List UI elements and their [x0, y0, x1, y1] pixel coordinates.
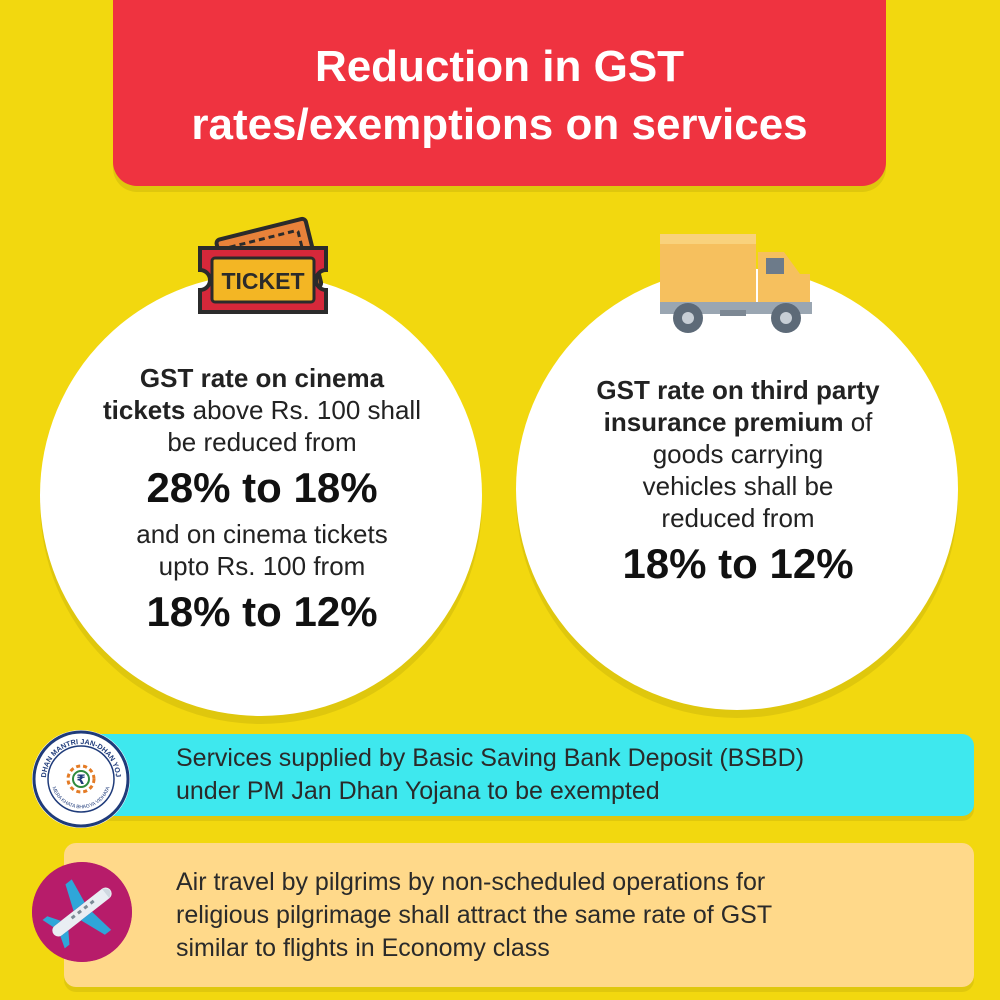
cinema-lead-bold: GST rate on cinema	[139, 363, 385, 393]
cinema-rate-above-100: 28% to 18%	[146, 464, 378, 511]
ticket-label: TICKET	[221, 268, 304, 294]
insurance-text-3: vehicles shall be	[642, 471, 834, 501]
airplane-icon	[32, 862, 132, 962]
bsbd-line-1: Services supplied by Basic Saving Bank D…	[176, 744, 805, 772]
insurance-premium-text: GST rate on third party insurance premiu…	[548, 374, 928, 594]
bsbd-line-2: under PM Jan Dhan Yojana to be exempted	[176, 777, 660, 805]
cinema-rate-upto-100: 18% to 12%	[146, 588, 378, 635]
air-travel-bar: Air travel by pilgrims by non-scheduled …	[64, 843, 974, 987]
cinema-text-3: and on cinema tickets	[136, 519, 388, 549]
insurance-text-4: reduced from	[661, 503, 815, 533]
cinema-text-1: above Rs. 100 shall	[185, 395, 421, 425]
air-line-1: Air travel by pilgrims by non-scheduled …	[176, 867, 766, 896]
bsbd-exemption-bar: Services supplied by Basic Saving Bank D…	[64, 734, 974, 816]
insurance-rate: 18% to 12%	[622, 540, 854, 587]
jan-dhan-yojana-logo: PRADHAN MANTRI JAN-DHAN YOJANA MERA KHAT…	[32, 730, 130, 828]
page-title-line-2: rates/exemptions on services	[191, 100, 808, 149]
cinema-ticket-text: GST rate on cinema tickets above Rs. 100…	[62, 362, 462, 642]
page-title-line-1: Reduction in GST	[314, 42, 685, 91]
insurance-lead-bold: GST rate on third party	[596, 375, 880, 405]
cinema-text-4: upto Rs. 100 from	[158, 551, 366, 581]
svg-text:₹: ₹	[76, 773, 85, 788]
cinema-lead-bold-2: tickets	[103, 395, 186, 425]
insurance-lead-bold-2: insurance premium	[603, 407, 844, 437]
air-line-2: religious pilgrimage shall attract the s…	[176, 900, 773, 929]
air-line-3: similar to flights in Economy class	[176, 933, 550, 962]
truck-icon	[660, 234, 812, 333]
insurance-text-2: goods carrying	[652, 439, 824, 469]
insurance-text-1: of	[843, 407, 873, 437]
insurance-premium-card	[516, 268, 958, 710]
cinema-text-2: be reduced from	[167, 427, 357, 457]
page-title-banner: Reduction in GST rates/exemptions on ser…	[113, 0, 886, 186]
ticket-icon: TICKET	[198, 216, 328, 314]
cinema-ticket-card	[40, 274, 482, 716]
